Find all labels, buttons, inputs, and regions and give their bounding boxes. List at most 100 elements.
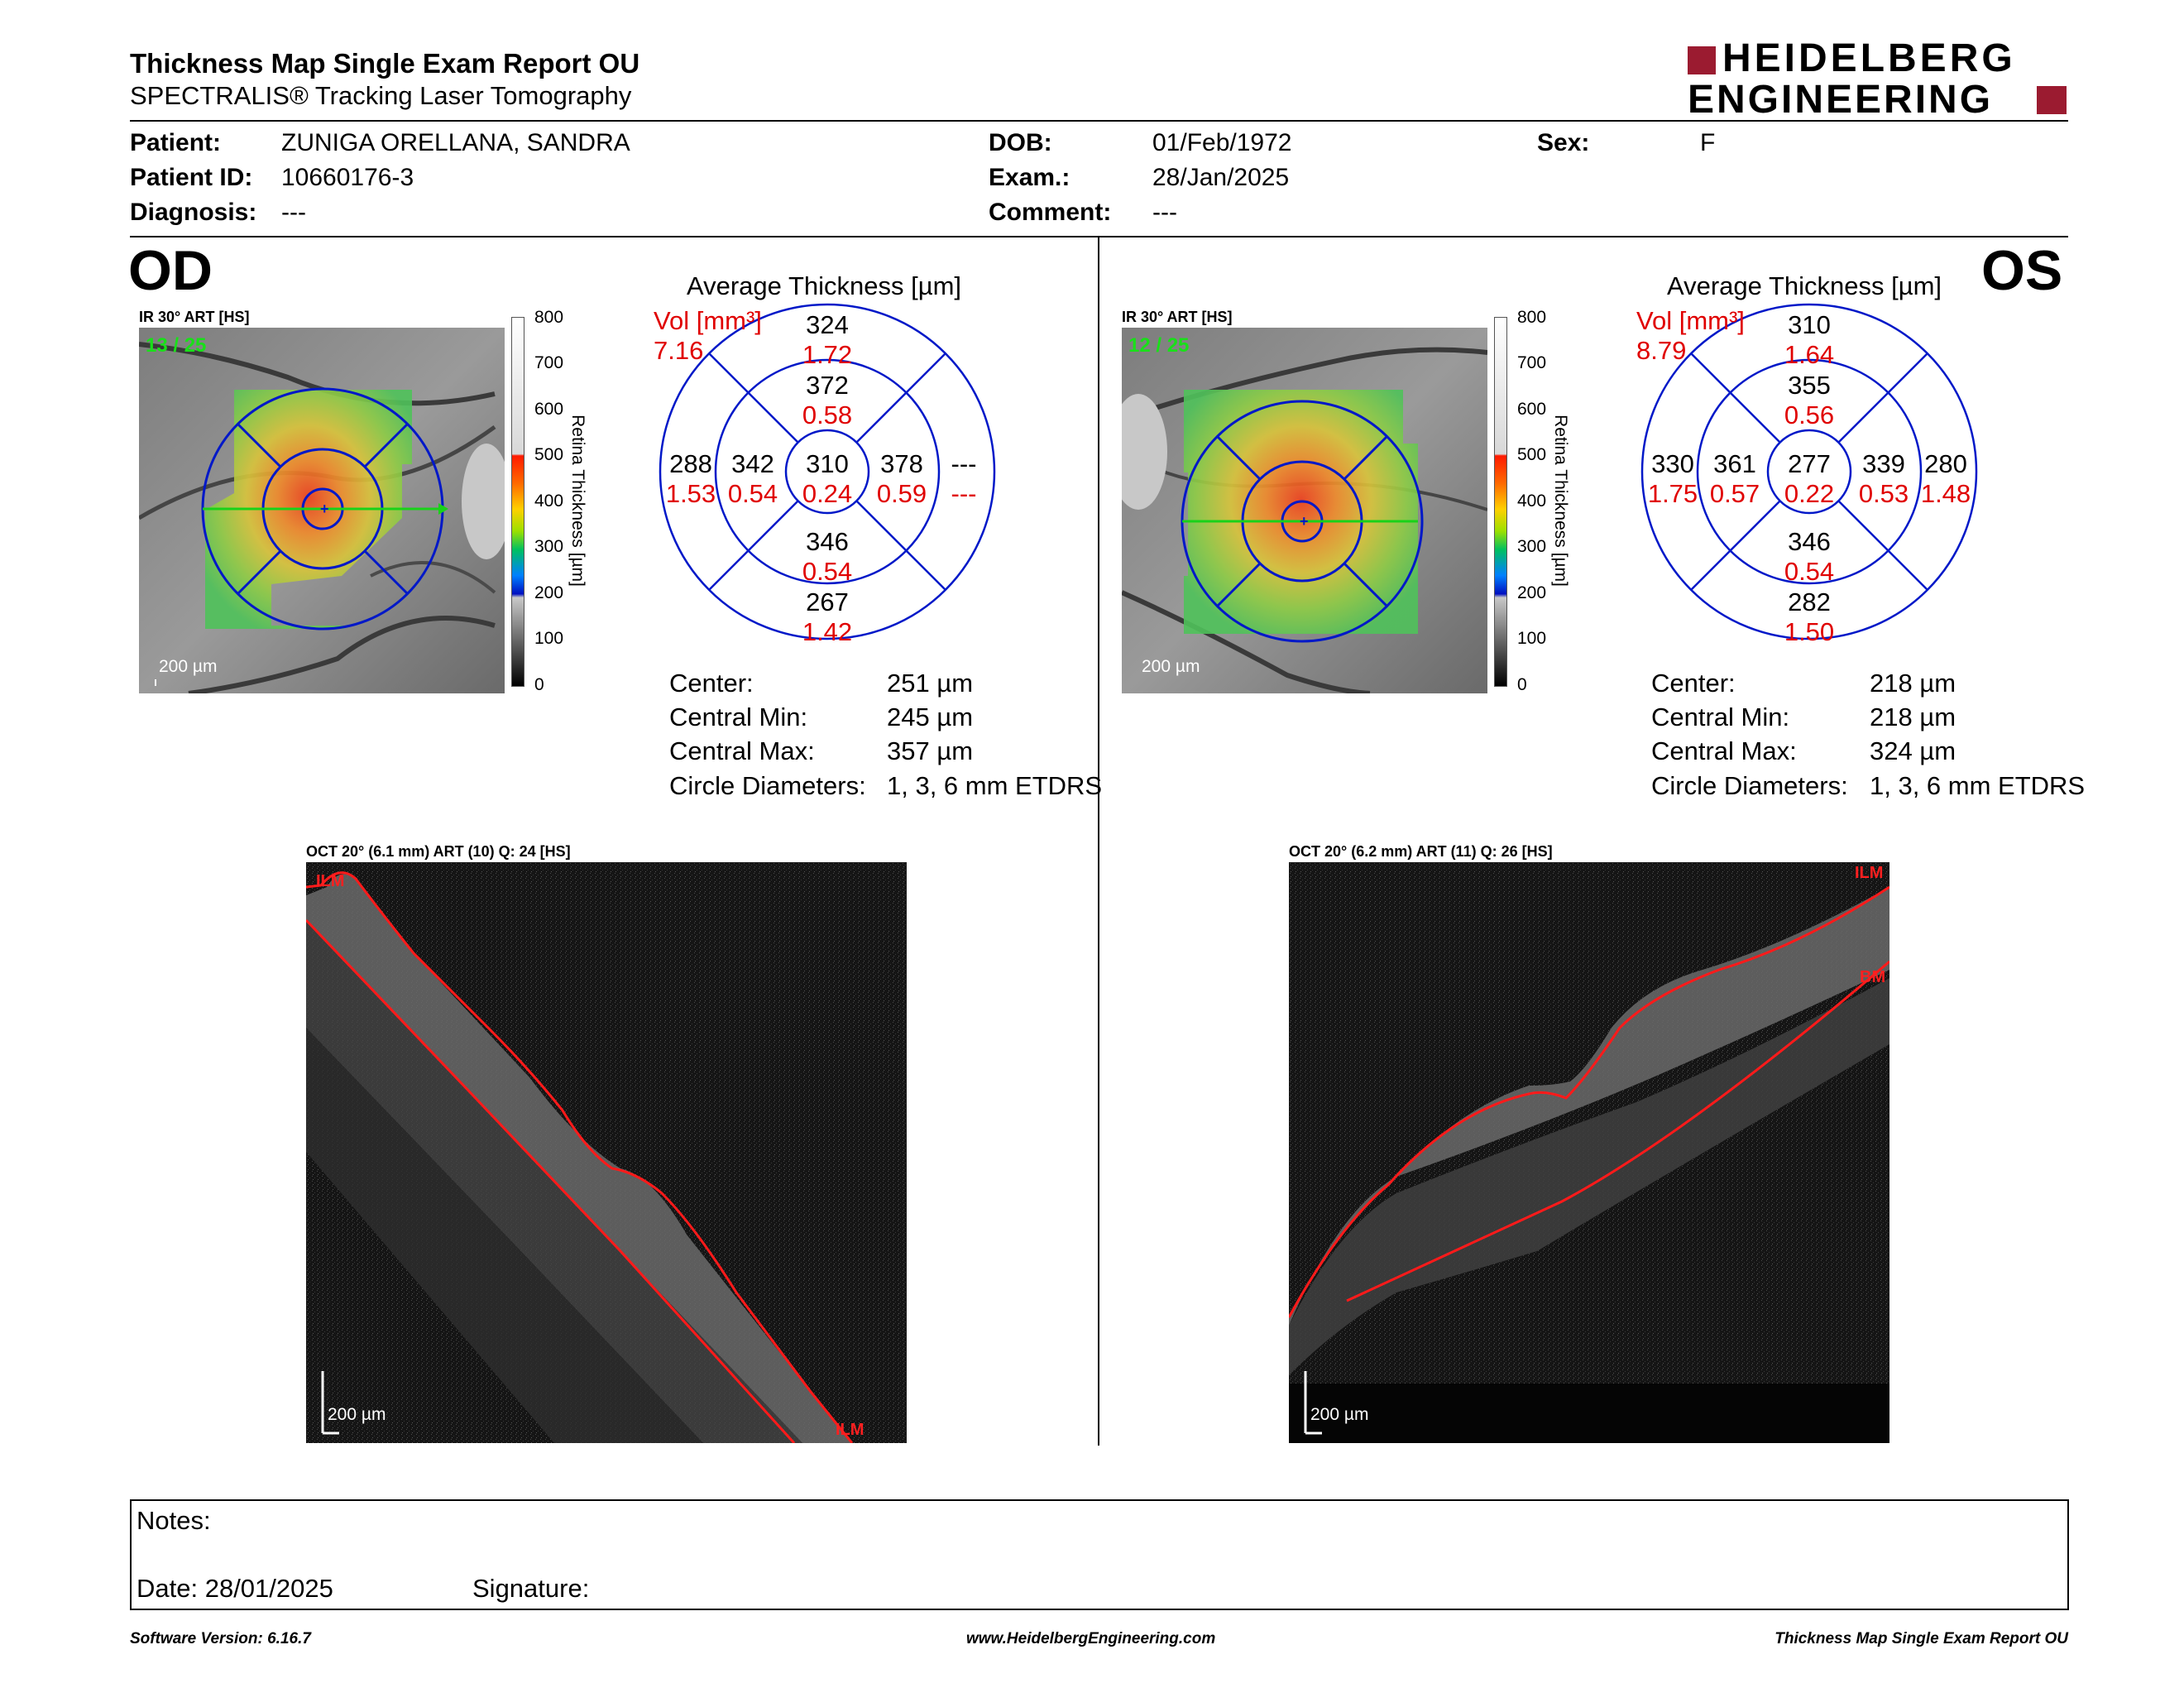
od-ir-title: IR 30° ART [HS] — [139, 309, 250, 325]
od-vol-total: 7.16 — [654, 336, 704, 365]
od-etdrs-grid: 324 1.72 372 0.58 310 0.24 346 0.54 267 … — [658, 302, 997, 646]
os-colorbar: 800 700 600 500 400 300 200 100 0 Retina… — [1494, 308, 1570, 694]
od-min-value: 245 µm — [887, 703, 974, 731]
os-outer-right-thickness: 280 — [1924, 449, 1967, 478]
od-cbar-tick-200: 200 — [534, 583, 564, 602]
os-center-thickness: 277 — [1788, 449, 1831, 478]
notes-label: Notes: — [136, 1506, 211, 1535]
os-max-value: 324 µm — [1870, 736, 1956, 765]
os-max-label: Central Max: — [1651, 736, 1797, 765]
od-inner-inf-volume: 0.54 — [802, 557, 853, 586]
os-cbar-tick-400: 400 — [1517, 492, 1547, 511]
os-cbar-tick-300: 300 — [1517, 537, 1547, 556]
patient-id: 10660176-3 — [281, 164, 414, 191]
od-outer-sup-thickness: 324 — [806, 310, 849, 339]
os-outer-left-thickness: 330 — [1651, 449, 1694, 478]
od-cbar-tick-600: 600 — [534, 400, 564, 419]
od-oct-scale: 200 µm — [328, 1405, 386, 1424]
os-avg-title: Average Thickness [µm] — [1667, 271, 1942, 300]
os-inner-right-thickness: 339 — [1862, 449, 1905, 478]
patient-id-label: Patient ID: — [130, 164, 253, 191]
sex-value: F — [1700, 129, 1716, 156]
os-diam-label: Circle Diameters: — [1651, 771, 1848, 800]
od-layer-bottom-label: ILM — [836, 1421, 864, 1439]
os-center-value: 218 µm — [1870, 669, 1956, 698]
os-inner-sup-thickness: 355 — [1788, 371, 1831, 400]
os-cbar-tick-0: 0 — [1517, 675, 1527, 694]
os-outer-inf-volume: 1.50 — [1784, 617, 1835, 646]
od-eye-label: OD — [128, 239, 213, 302]
od-inner-left-thickness: 342 — [731, 449, 774, 478]
notes-date: Date: 28/01/2025 — [136, 1574, 333, 1603]
svg-text:+: + — [1300, 513, 1309, 530]
os-cbar-tick-100: 100 — [1517, 629, 1547, 648]
od-cbar-tick-700: 700 — [534, 353, 564, 372]
footer-website: www.HeidelbergEngineering.com — [966, 1630, 1216, 1647]
diagnosis-value: --- — [281, 199, 306, 226]
od-inner-right-volume: 0.59 — [876, 479, 927, 508]
os-cbar-tick-800: 800 — [1517, 308, 1547, 327]
os-outer-inf-thickness: 282 — [1788, 587, 1831, 616]
patient-name: ZUNIGA ORELLANA, SANDRA — [281, 129, 630, 156]
os-min-value: 218 µm — [1870, 703, 1956, 731]
od-cbar-tick-300: 300 — [534, 537, 564, 556]
os-layer-bottom-label: BM — [1860, 968, 1886, 986]
od-diam-label: Circle Diameters: — [669, 771, 866, 800]
os-cbar-tick-600: 600 — [1517, 400, 1547, 419]
header-divider — [130, 120, 2068, 122]
report-subtitle: SPECTRALIS® Tracking Laser Tomography — [130, 81, 632, 110]
od-oct-bscan: ILM ILM 200 µm — [304, 862, 907, 1445]
od-inner-sup-thickness: 372 — [806, 371, 849, 400]
os-vol-label: Vol [mm³] — [1636, 306, 1745, 335]
logo-text-top: HEIDELBERG — [1722, 36, 2016, 80]
os-inner-left-thickness: 361 — [1713, 449, 1756, 478]
logo-square-bottom — [2037, 86, 2067, 114]
os-oct-scale: 200 µm — [1310, 1405, 1369, 1424]
os-outer-sup-volume: 1.64 — [1784, 340, 1835, 369]
od-inner-right-thickness: 378 — [880, 449, 923, 478]
od-max-value: 357 µm — [887, 736, 974, 765]
od-outer-left-thickness: 288 — [669, 449, 712, 478]
os-layer-top-label: ILM — [1855, 864, 1884, 882]
od-outer-right-volume: --- — [951, 479, 977, 508]
os-cbar-label: Retina Thickness [µm] — [1551, 415, 1570, 587]
os-oct-bscan: ILM BM 200 µm — [1287, 862, 1890, 1443]
footer-report-name: Thickness Map Single Exam Report OU — [1774, 1630, 2068, 1647]
od-inner-sup-volume: 0.58 — [802, 400, 853, 429]
footer-software-version: Software Version: 6.16.7 — [130, 1630, 311, 1647]
od-inner-left-volume: 0.54 — [727, 479, 778, 508]
od-outer-left-volume: 1.53 — [665, 479, 716, 508]
os-min-label: Central Min: — [1651, 703, 1790, 731]
od-fundus-image: + 13 / 25 200 µm — [137, 328, 511, 696]
os-etdrs-grid: 310 1.64 355 0.56 277 0.22 346 0.54 282 … — [1640, 302, 1979, 646]
od-center-label: Center: — [669, 669, 754, 698]
od-cbar-label: Retina Thickness [µm] — [568, 415, 587, 587]
os-vol-total: 8.79 — [1636, 336, 1687, 365]
od-oct-title: OCT 20° (6.1 mm) ART (10) Q: 24 [HS] — [306, 843, 571, 860]
diagnosis-label: Diagnosis: — [130, 199, 257, 226]
os-outer-sup-thickness: 310 — [1788, 310, 1831, 339]
os-inner-inf-thickness: 346 — [1788, 527, 1831, 556]
logo-square-top — [1688, 46, 1716, 74]
od-layer-top-label: ILM — [316, 872, 345, 890]
os-cbar-tick-500: 500 — [1517, 445, 1547, 464]
od-outer-inf-thickness: 267 — [806, 587, 849, 616]
patient-label: Patient: — [130, 129, 222, 156]
od-inner-inf-thickness: 346 — [806, 527, 849, 556]
patient-divider — [130, 236, 2068, 237]
os-ir-title: IR 30° ART [HS] — [1122, 309, 1233, 325]
os-inner-sup-volume: 0.56 — [1784, 400, 1835, 429]
comment-value: --- — [1152, 199, 1177, 226]
od-center-volume: 0.24 — [802, 479, 853, 508]
od-cbar-tick-500: 500 — [534, 445, 564, 464]
od-colorbar-scale — [511, 317, 524, 687]
od-cbar-tick-400: 400 — [534, 492, 564, 511]
od-outer-sup-volume: 1.72 — [802, 340, 853, 369]
logo-text-bottom: ENGINEERING — [1688, 78, 1994, 122]
os-frame-counter: 12 / 25 — [1128, 334, 1190, 357]
center-divider — [1098, 237, 1099, 1446]
exam-date: 28/Jan/2025 — [1152, 164, 1290, 191]
os-center-label: Center: — [1651, 669, 1736, 698]
notes-box[interactable]: Notes: Date: 28/01/2025 Signature: — [130, 1499, 2069, 1610]
os-ir-scale: 200 µm — [1142, 657, 1200, 676]
